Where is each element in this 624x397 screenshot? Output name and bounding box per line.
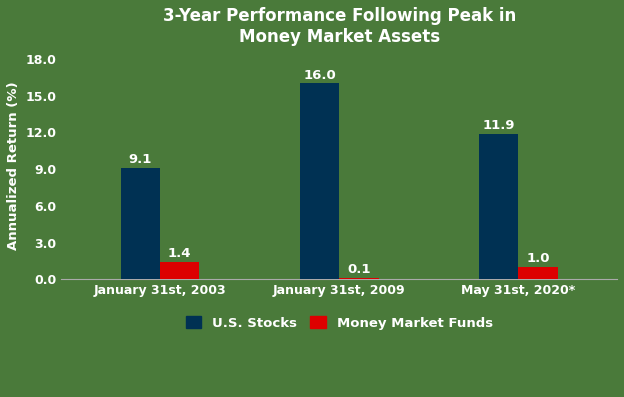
Bar	[300, 83, 339, 279]
Bar	[120, 168, 160, 279]
Text: 9.1: 9.1	[129, 153, 152, 166]
Text: 16.0: 16.0	[303, 69, 336, 82]
Text: 1.0: 1.0	[527, 252, 550, 265]
Title: 3-Year Performance Following Peak in
Money Market Assets: 3-Year Performance Following Peak in Mon…	[163, 7, 516, 46]
Text: 11.9: 11.9	[482, 119, 515, 132]
Legend: U.S. Stocks, Money Market Funds: U.S. Stocks, Money Market Funds	[179, 310, 499, 336]
Bar	[519, 267, 558, 279]
Y-axis label: Annualized Return (%): Annualized Return (%)	[7, 82, 20, 251]
Bar	[479, 134, 519, 279]
Text: 1.4: 1.4	[168, 247, 192, 260]
Bar	[160, 262, 200, 279]
Text: 0.1: 0.1	[347, 263, 371, 276]
Bar	[339, 278, 379, 279]
